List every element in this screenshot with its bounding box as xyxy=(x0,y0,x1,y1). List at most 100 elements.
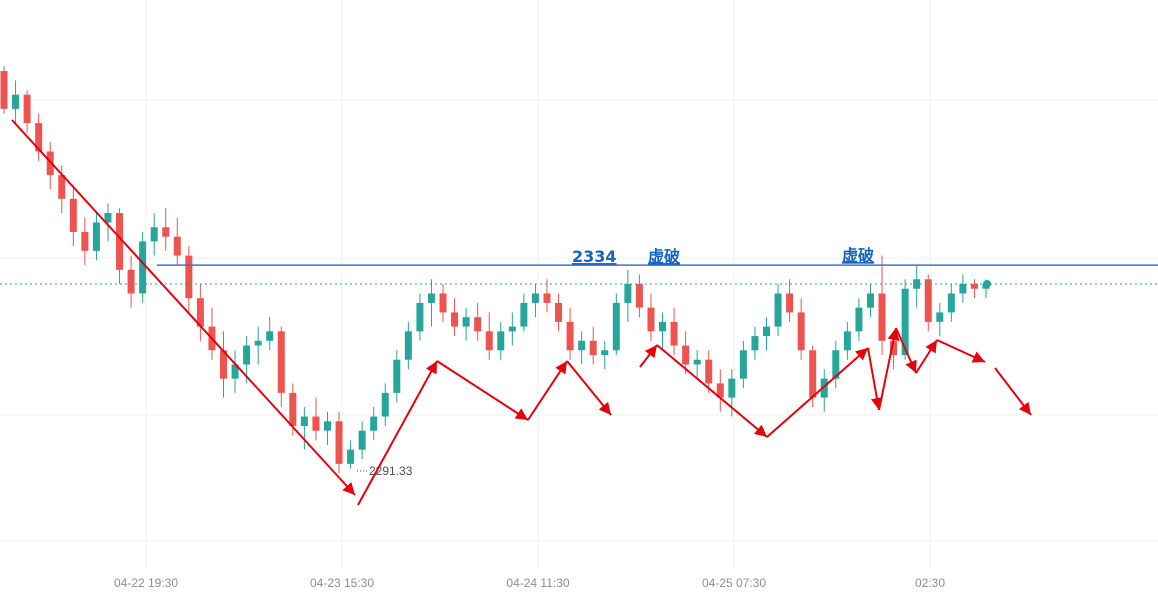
trend-arrow-shaft xyxy=(766,347,869,438)
candle-body xyxy=(601,350,609,355)
candle-body xyxy=(335,421,343,464)
trend-arrow-shaft xyxy=(11,119,356,496)
trend-arrow-head xyxy=(425,361,437,375)
candle-body xyxy=(46,151,54,176)
candle-body xyxy=(855,307,863,332)
candle-body xyxy=(69,198,77,232)
candle-body xyxy=(277,331,285,393)
candle-body xyxy=(12,94,20,109)
candle-body xyxy=(555,302,563,322)
candle-body xyxy=(659,321,667,332)
candle-body xyxy=(624,284,632,303)
candle-body xyxy=(901,288,909,355)
candle-body xyxy=(786,293,794,313)
candle-body xyxy=(266,331,274,341)
candle-body xyxy=(751,336,759,351)
candle-body xyxy=(196,298,204,327)
candle-body xyxy=(347,449,355,464)
candle-body xyxy=(705,359,713,384)
trend-arrow-head xyxy=(925,340,937,354)
candle-body xyxy=(497,331,505,351)
candle-body xyxy=(0,71,8,109)
candle-body xyxy=(832,350,840,379)
candle-body xyxy=(520,302,528,327)
candle-body xyxy=(404,331,412,360)
trend-arrow-shaft xyxy=(656,344,768,438)
low-price-label: 2291.33 xyxy=(369,464,413,478)
candle-body xyxy=(393,359,401,393)
trend-arrow-shaft xyxy=(878,327,897,411)
candle-body xyxy=(716,383,724,398)
candle-body xyxy=(162,227,170,237)
trend-arrow-head xyxy=(644,345,657,359)
candle-body xyxy=(185,255,193,299)
candle-body xyxy=(370,416,378,431)
candle-body xyxy=(116,213,124,270)
candle-body xyxy=(462,317,470,327)
candle-body xyxy=(924,279,932,322)
candle-body xyxy=(427,293,435,303)
candle-body xyxy=(220,350,228,379)
candle-body xyxy=(439,293,447,313)
candle-body xyxy=(231,364,239,379)
x-tick-label: 04-25 07:30 xyxy=(702,576,766,590)
trend-arrow-head xyxy=(905,359,917,373)
candle-body xyxy=(139,241,147,294)
candle-body xyxy=(300,416,308,426)
candle-body xyxy=(797,312,805,351)
x-axis-ticks: 04-22 19:30 04-23 15:30 04-24 11:30 04-2… xyxy=(114,576,945,590)
candle-body xyxy=(878,293,886,341)
candle-body xyxy=(312,416,320,431)
candle-body xyxy=(254,340,262,346)
candle-body xyxy=(947,293,955,313)
candle-body xyxy=(81,231,89,251)
candle-body xyxy=(739,350,747,379)
trend-arrow-head xyxy=(598,401,611,415)
candle-body xyxy=(890,340,898,355)
candle-body xyxy=(866,293,874,308)
candle-body xyxy=(381,392,389,417)
trend-arrows xyxy=(11,119,1032,506)
candle-body xyxy=(693,359,701,365)
candle-body xyxy=(762,326,770,337)
x-tick-label: 04-22 19:30 xyxy=(114,576,178,590)
candle-body xyxy=(358,430,366,450)
candle-body xyxy=(612,302,620,351)
trend-arrow-shaft xyxy=(436,360,529,421)
candle-body xyxy=(578,340,586,351)
candle-body xyxy=(959,284,967,294)
breakout-label-1: 虚破 xyxy=(648,247,680,266)
candle-body xyxy=(566,321,574,351)
candle-body xyxy=(843,331,851,351)
candle-body xyxy=(58,175,66,199)
candle-body xyxy=(589,340,597,355)
candle-body xyxy=(173,236,181,256)
candle-body xyxy=(647,307,655,332)
candle-body xyxy=(820,378,828,398)
candle-body xyxy=(670,321,678,346)
candle-body xyxy=(243,345,251,365)
candle-body xyxy=(127,269,135,294)
x-tick-label: 02:30 xyxy=(915,576,945,590)
trend-arrow-head xyxy=(855,348,868,361)
trend-arrow-shaft xyxy=(357,360,438,506)
candle-body xyxy=(635,284,643,308)
candle-body xyxy=(774,293,782,327)
candle-body xyxy=(150,227,158,242)
candle-body xyxy=(23,94,31,124)
candle-series xyxy=(0,66,990,474)
candle-body xyxy=(682,345,690,365)
candle-body xyxy=(485,331,493,351)
trend-arrow-head xyxy=(555,361,567,375)
current-price-dot xyxy=(983,280,991,288)
candle-body xyxy=(474,317,482,332)
candle-body xyxy=(289,392,297,426)
candle-body xyxy=(936,312,944,322)
candle-body xyxy=(508,326,516,332)
candle-body xyxy=(92,222,100,251)
trend-arrow-head xyxy=(1018,401,1031,415)
candle-body xyxy=(809,350,817,398)
x-tick-label: 04-23 15:30 xyxy=(310,576,374,590)
candle-body xyxy=(104,213,112,223)
trend-arrow-head xyxy=(753,424,767,437)
